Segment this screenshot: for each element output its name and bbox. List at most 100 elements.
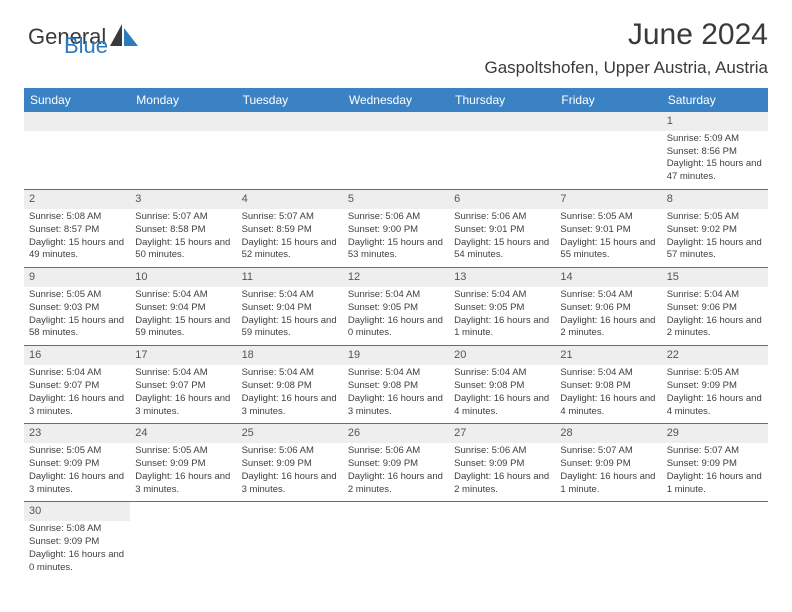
- sunrise-line: Sunrise: 5:05 AM: [29, 445, 125, 458]
- sunrise-line: Sunrise: 5:05 AM: [560, 211, 656, 224]
- calendar-cell: [130, 502, 236, 580]
- day-number: 2: [24, 190, 130, 209]
- sunset-line: Sunset: 9:09 PM: [667, 380, 763, 393]
- sunset-line: Sunset: 9:09 PM: [560, 458, 656, 471]
- day-number: 30: [24, 502, 130, 521]
- day-number: 1: [662, 112, 768, 131]
- empty-day-bar: [130, 112, 236, 131]
- day-details: Sunrise: 5:04 AMSunset: 9:04 PMDaylight:…: [242, 289, 338, 340]
- calendar-cell: [449, 112, 555, 190]
- day-details: Sunrise: 5:06 AMSunset: 9:01 PMDaylight:…: [454, 211, 550, 262]
- sunrise-line: Sunrise: 5:06 AM: [454, 445, 550, 458]
- day-details: Sunrise: 5:06 AMSunset: 9:09 PMDaylight:…: [242, 445, 338, 496]
- daylight-line: Daylight: 15 hours and 59 minutes.: [135, 315, 231, 341]
- day-header-row: Sunday Monday Tuesday Wednesday Thursday…: [24, 88, 768, 112]
- sunrise-line: Sunrise: 5:06 AM: [242, 445, 338, 458]
- sunset-line: Sunset: 9:06 PM: [667, 302, 763, 315]
- day-header: Sunday: [24, 88, 130, 112]
- daylight-line: Daylight: 15 hours and 52 minutes.: [242, 237, 338, 263]
- day-details: Sunrise: 5:05 AMSunset: 9:09 PMDaylight:…: [135, 445, 231, 496]
- daylight-line: Daylight: 16 hours and 3 minutes.: [135, 471, 231, 497]
- calendar-cell: 26Sunrise: 5:06 AMSunset: 9:09 PMDayligh…: [343, 424, 449, 502]
- sunrise-line: Sunrise: 5:04 AM: [242, 367, 338, 380]
- calendar-cell: 4Sunrise: 5:07 AMSunset: 8:59 PMDaylight…: [237, 190, 343, 268]
- day-details: Sunrise: 5:04 AMSunset: 9:07 PMDaylight:…: [135, 367, 231, 418]
- sunset-line: Sunset: 9:08 PM: [348, 380, 444, 393]
- sunset-line: Sunset: 8:56 PM: [667, 146, 763, 159]
- sunrise-line: Sunrise: 5:06 AM: [348, 445, 444, 458]
- empty-day-bar: [237, 112, 343, 131]
- daylight-line: Daylight: 16 hours and 2 minutes.: [454, 471, 550, 497]
- sunset-line: Sunset: 9:09 PM: [242, 458, 338, 471]
- day-details: Sunrise: 5:04 AMSunset: 9:08 PMDaylight:…: [454, 367, 550, 418]
- day-details: Sunrise: 5:05 AMSunset: 9:09 PMDaylight:…: [29, 445, 125, 496]
- calendar-row: 2 Sunrise: 5:08 AMSunset: 8:57 PMDaylight…: [24, 190, 768, 268]
- sunrise-line: Sunrise: 5:05 AM: [29, 289, 125, 302]
- day-details: Sunrise: 5:04 AMSunset: 9:06 PMDaylight:…: [560, 289, 656, 340]
- sunrise-line: Sunrise: 5:04 AM: [454, 289, 550, 302]
- calendar-cell: 22Sunrise: 5:05 AMSunset: 9:09 PMDayligh…: [662, 346, 768, 424]
- empty-day-bar: [449, 112, 555, 131]
- day-number: 17: [130, 346, 236, 365]
- day-details: Sunrise: 5:04 AMSunset: 9:08 PMDaylight:…: [348, 367, 444, 418]
- day-details: Sunrise: 5:04 AMSunset: 9:08 PMDaylight:…: [560, 367, 656, 418]
- sunset-line: Sunset: 9:09 PM: [667, 458, 763, 471]
- sunrise-line: Sunrise: 5:04 AM: [135, 367, 231, 380]
- day-header: Tuesday: [237, 88, 343, 112]
- calendar-cell: 5Sunrise: 5:06 AMSunset: 9:00 PMDaylight…: [343, 190, 449, 268]
- daylight-line: Daylight: 16 hours and 2 minutes.: [560, 315, 656, 341]
- daylight-line: Daylight: 16 hours and 0 minutes.: [348, 315, 444, 341]
- calendar-cell: 6Sunrise: 5:06 AMSunset: 9:01 PMDaylight…: [449, 190, 555, 268]
- day-details: Sunrise: 5:08 AMSunset: 9:09 PMDaylight:…: [29, 523, 125, 574]
- day-number: 21: [555, 346, 661, 365]
- sunset-line: Sunset: 9:09 PM: [348, 458, 444, 471]
- calendar-cell: 21 Sunrise: 5:04 AMSunset: 9:08 PMDayligh…: [555, 346, 661, 424]
- day-details: Sunrise: 5:08 AMSunset: 8:57 PMDaylight:…: [29, 211, 125, 262]
- logo: General Blue: [28, 22, 142, 52]
- calendar-cell: [449, 502, 555, 580]
- calendar-row: 1Sunrise: 5:09 AMSunset: 8:56 PMDaylight…: [24, 112, 768, 190]
- day-number: 24: [130, 424, 236, 443]
- day-number: 16: [24, 346, 130, 365]
- sunset-line: Sunset: 9:00 PM: [348, 224, 444, 237]
- daylight-line: Daylight: 15 hours and 59 minutes.: [242, 315, 338, 341]
- sunrise-line: Sunrise: 5:04 AM: [348, 289, 444, 302]
- sunset-line: Sunset: 9:09 PM: [29, 536, 125, 549]
- calendar-cell: 17 Sunrise: 5:04 AMSunset: 9:07 PMDayligh…: [130, 346, 236, 424]
- sunrise-line: Sunrise: 5:09 AM: [667, 133, 763, 146]
- day-number: 11: [237, 268, 343, 287]
- calendar-cell: 14Sunrise: 5:04 AMSunset: 9:06 PMDayligh…: [555, 268, 661, 346]
- sunrise-line: Sunrise: 5:04 AM: [560, 289, 656, 302]
- day-details: Sunrise: 5:04 AMSunset: 9:05 PMDaylight:…: [454, 289, 550, 340]
- sunrise-line: Sunrise: 5:07 AM: [560, 445, 656, 458]
- daylight-line: Daylight: 16 hours and 2 minutes.: [667, 315, 763, 341]
- sunset-line: Sunset: 9:07 PM: [29, 380, 125, 393]
- calendar-cell: 13Sunrise: 5:04 AMSunset: 9:05 PMDayligh…: [449, 268, 555, 346]
- daylight-line: Daylight: 16 hours and 1 minute.: [560, 471, 656, 497]
- day-header: Monday: [130, 88, 236, 112]
- daylight-line: Daylight: 16 hours and 3 minutes.: [135, 393, 231, 419]
- daylight-line: Daylight: 16 hours and 3 minutes.: [242, 393, 338, 419]
- sunset-line: Sunset: 9:08 PM: [242, 380, 338, 393]
- calendar-cell: 8Sunrise: 5:05 AMSunset: 9:02 PMDaylight…: [662, 190, 768, 268]
- day-details: Sunrise: 5:06 AMSunset: 9:09 PMDaylight:…: [348, 445, 444, 496]
- calendar-cell: [555, 502, 661, 580]
- sunrise-line: Sunrise: 5:04 AM: [560, 367, 656, 380]
- calendar-cell: [343, 112, 449, 190]
- location-subtitle: Gaspoltshofen, Upper Austria, Austria: [24, 58, 768, 78]
- calendar-cell: 2 Sunrise: 5:08 AMSunset: 8:57 PMDaylight…: [24, 190, 130, 268]
- logo-sail-icon: [108, 22, 142, 52]
- day-number: 25: [237, 424, 343, 443]
- sunset-line: Sunset: 8:59 PM: [242, 224, 338, 237]
- sunset-line: Sunset: 9:09 PM: [29, 458, 125, 471]
- sunset-line: Sunset: 9:04 PM: [242, 302, 338, 315]
- daylight-line: Daylight: 15 hours and 55 minutes.: [560, 237, 656, 263]
- daylight-line: Daylight: 15 hours and 58 minutes.: [29, 315, 125, 341]
- day-details: Sunrise: 5:07 AMSunset: 9:09 PMDaylight:…: [560, 445, 656, 496]
- day-number: 5: [343, 190, 449, 209]
- sunset-line: Sunset: 9:02 PM: [667, 224, 763, 237]
- calendar-row: 30 Sunrise: 5:08 AMSunset: 9:09 PMDayligh…: [24, 502, 768, 580]
- daylight-line: Daylight: 16 hours and 4 minutes.: [667, 393, 763, 419]
- calendar-cell: 23Sunrise: 5:05 AMSunset: 9:09 PMDayligh…: [24, 424, 130, 502]
- daylight-line: Daylight: 15 hours and 53 minutes.: [348, 237, 444, 263]
